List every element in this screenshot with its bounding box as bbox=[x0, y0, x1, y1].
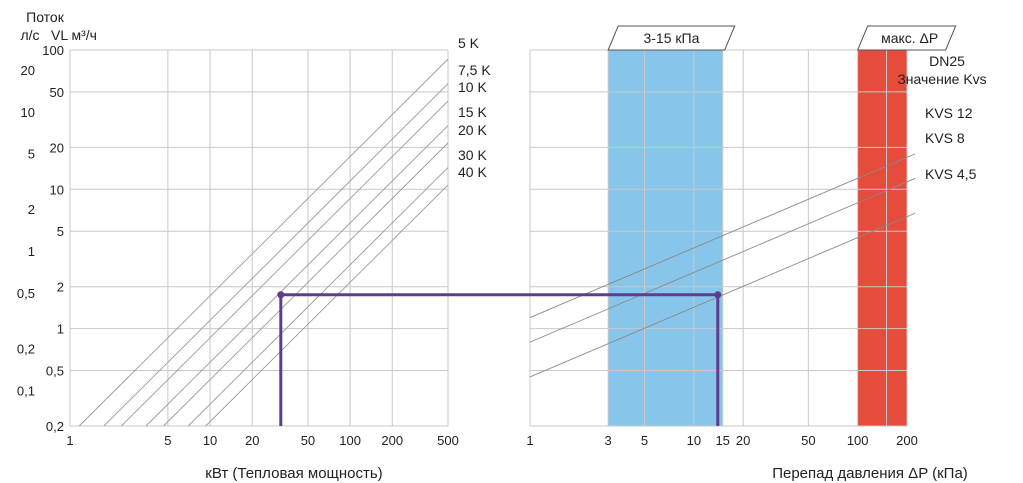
kvs-label: KVS 4,5 bbox=[925, 166, 977, 182]
series-label: 10 K bbox=[458, 79, 487, 95]
pressure-band-label: 3-15 кПа bbox=[643, 30, 699, 46]
y-axis-unit-vl: VL м³/ч bbox=[51, 27, 97, 43]
y-tick-label-vl: 0,2 bbox=[46, 419, 64, 434]
series-label: 20 K bbox=[458, 122, 487, 138]
temperature-line bbox=[103, 83, 449, 427]
left-x-tick-label: 1 bbox=[66, 433, 73, 448]
kvs-label: KVS 8 bbox=[925, 130, 965, 146]
y-tick-label-vl: 10 bbox=[50, 182, 64, 197]
y-tick-label-vl: 20 bbox=[50, 140, 64, 155]
right-x-tick-label: 10 bbox=[687, 433, 701, 448]
right-x-tick-label: 100 bbox=[847, 433, 869, 448]
y-tick-label-ls: 0,1 bbox=[17, 383, 35, 398]
left-x-tick-label: 5 bbox=[164, 433, 171, 448]
series-label: 40 K bbox=[458, 164, 487, 180]
right-title-kvs: Значение Kvs bbox=[897, 71, 986, 87]
y-tick-label-vl: 2 bbox=[57, 280, 64, 295]
right-title-dn: DN25 bbox=[929, 53, 965, 69]
y-tick-label-ls: 0,5 bbox=[17, 286, 35, 301]
kvs-line bbox=[529, 153, 916, 319]
series-label: 15 K bbox=[458, 104, 487, 120]
kvs-label: KVS 12 bbox=[925, 105, 973, 121]
right-x-tick-label: 200 bbox=[896, 433, 918, 448]
y-tick-label-vl: 5 bbox=[57, 224, 64, 239]
pressure-band-tab bbox=[607, 25, 736, 51]
y-axis-title: Поток bbox=[26, 9, 65, 25]
right-x-tick-label: 50 bbox=[801, 433, 815, 448]
y-tick-label-vl: 50 bbox=[50, 85, 64, 100]
example-point-power bbox=[277, 291, 285, 299]
right-x-tick-label: 15 bbox=[715, 433, 729, 448]
y-ticks-ls: 20 10 5 2 1 0,5 0,2 0,1 bbox=[17, 63, 35, 399]
y-ticks-vl: 100 50 20 10 5 2 1 0,5 0,2 bbox=[42, 43, 64, 434]
left-x-tick-label: 500 bbox=[437, 433, 459, 448]
y-tick-label-ls: 5 bbox=[28, 147, 35, 162]
max-pressure-tab bbox=[856, 25, 957, 51]
example-point-pressure bbox=[714, 291, 722, 299]
left-grid bbox=[69, 49, 449, 427]
left-x-tick-label: 100 bbox=[339, 433, 361, 448]
max-pressure-zone bbox=[857, 50, 907, 426]
temperature-line bbox=[145, 125, 449, 427]
temperature-line bbox=[78, 58, 449, 427]
series-label: 7,5 K bbox=[458, 62, 491, 78]
temperature-line bbox=[163, 142, 449, 427]
y-tick-label-ls: 10 bbox=[21, 105, 35, 120]
left-x-tick-label: 200 bbox=[381, 433, 403, 448]
pressure-band-3-15 bbox=[608, 50, 723, 426]
y-axis-unit-ls: л/с bbox=[20, 27, 39, 43]
left-x-axis-title: кВт (Тепловая мощность) bbox=[205, 465, 382, 482]
max-pressure-label: макс. ΔP bbox=[881, 30, 938, 46]
temperature-line bbox=[121, 100, 449, 427]
temperature-line bbox=[205, 184, 449, 427]
right-x-tick-label: 20 bbox=[736, 433, 750, 448]
left-x-tick-labels: 1 5 10 20 50 100 200 500 bbox=[66, 433, 458, 448]
right-x-tick-label: 5 bbox=[641, 433, 648, 448]
y-tick-label-ls: 0,2 bbox=[17, 342, 35, 357]
y-tick-label-vl: 100 bbox=[42, 43, 64, 58]
y-tick-label-vl: 0,5 bbox=[46, 364, 64, 379]
left-panel: 1 5 10 20 50 100 200 500 5 K 7,5 K10 K 15 K 20 K 30… bbox=[66, 35, 491, 448]
temperature-line bbox=[187, 167, 449, 427]
example-line bbox=[279, 293, 720, 426]
y-tick-label-vl: 1 bbox=[57, 322, 64, 337]
series-label: 30 K bbox=[458, 147, 487, 163]
right-x-tick-labels: 1 3 5 10 15 20 50 100 200 bbox=[526, 433, 917, 448]
right-kvs-lines bbox=[529, 153, 916, 378]
left-temperature-lines bbox=[78, 58, 449, 427]
right-x-tick-label: 3 bbox=[605, 433, 612, 448]
kvs-line bbox=[529, 212, 916, 378]
y-tick-label-ls: 2 bbox=[28, 202, 35, 217]
right-panel: 1 3 5 10 15 20 50 100 200 KVS 12 KVS 8 KVS 4,5 3-1… bbox=[526, 25, 977, 448]
y-tick-label-ls: 1 bbox=[28, 244, 35, 259]
series-label: 5 K bbox=[458, 35, 480, 51]
kvs-line bbox=[529, 178, 916, 343]
right-x-tick-label: 1 bbox=[526, 433, 533, 448]
right-x-axis-title: Перепад давления ΔP (кПа) bbox=[772, 465, 968, 482]
left-x-tick-label: 50 bbox=[301, 433, 315, 448]
left-series-labels: 5 K 7,5 K10 K 15 K 20 K 30 K40 K bbox=[458, 35, 491, 180]
right-kvs-labels: KVS 12 KVS 8 KVS 4,5 bbox=[925, 105, 977, 182]
left-x-tick-label: 20 bbox=[245, 433, 259, 448]
y-tick-label-ls: 20 bbox=[21, 63, 35, 78]
left-x-tick-label: 10 bbox=[203, 433, 217, 448]
example-path bbox=[277, 291, 722, 426]
